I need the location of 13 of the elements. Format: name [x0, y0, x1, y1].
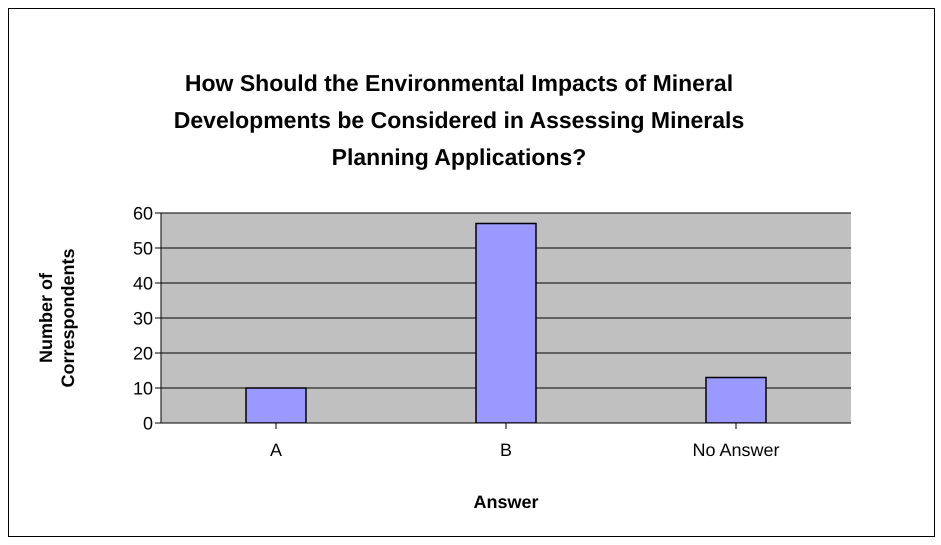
x-tick-label: B	[500, 440, 512, 460]
y-tick-label: 20	[132, 343, 153, 364]
y-tick-label: 50	[132, 238, 153, 258]
chart-title: How Should the Environmental Impacts of Mineral Developments be Considered in Assessing Minerals Planning Applications?	[172, 69, 746, 172]
y-axis-title: Number of Correspondents	[36, 248, 78, 388]
y-tick-label: 40	[132, 273, 153, 294]
y-tick-label: 30	[132, 308, 153, 328]
x-tick-label: A	[270, 440, 282, 460]
x-tick-label: No Answer	[692, 440, 780, 460]
y-tick-label: 10	[132, 378, 153, 398]
x-axis-title: Answer	[473, 492, 539, 512]
y-tick-label: 0	[142, 413, 153, 434]
y-tick-label: 60	[132, 203, 153, 224]
